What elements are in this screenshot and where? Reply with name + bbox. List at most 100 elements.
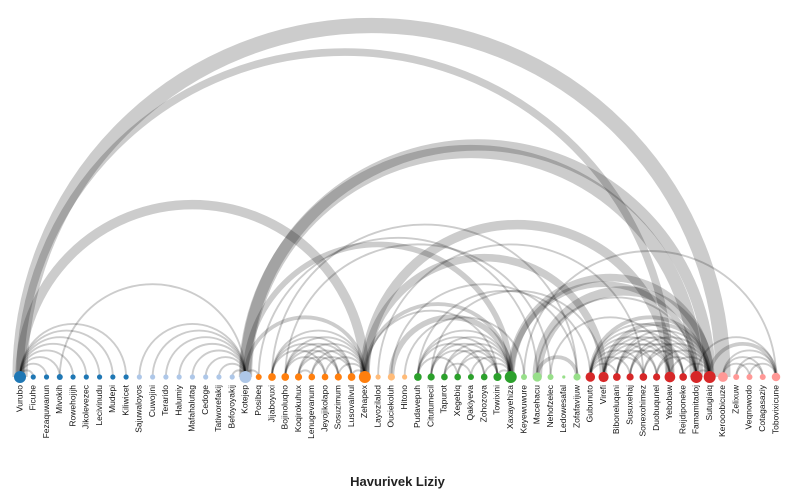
link-arc xyxy=(324,356,366,378)
link-arc xyxy=(602,349,658,378)
link-arc xyxy=(297,349,353,378)
node-label: Yebobaw xyxy=(664,384,674,420)
link-arc xyxy=(443,349,499,378)
link-arc xyxy=(602,336,685,378)
node-circle xyxy=(733,373,740,381)
node-label: Lecivinudu xyxy=(94,385,104,426)
link-arc xyxy=(257,236,539,378)
node-label: Zohozoya xyxy=(478,385,488,423)
link-arc xyxy=(361,253,608,378)
link-arc xyxy=(19,323,128,378)
node-circle xyxy=(387,373,395,381)
node-circle xyxy=(690,371,703,383)
link-arc xyxy=(655,349,711,378)
link-arc xyxy=(138,322,247,378)
chart-title: Havurivek Liziy xyxy=(350,474,445,489)
link-arc xyxy=(536,296,698,378)
node-circle xyxy=(308,373,316,381)
node-label: Cotagasaziy xyxy=(757,384,767,432)
node-circle xyxy=(613,373,621,381)
link-arc xyxy=(629,349,685,378)
node-circle xyxy=(598,371,609,383)
link-arc xyxy=(19,336,101,378)
link-arc xyxy=(58,283,247,378)
node-label: Jikolevezec xyxy=(81,384,91,429)
node-circle xyxy=(123,374,129,380)
node-label: Kotejep xyxy=(240,385,250,414)
node-label: Duobuqunel xyxy=(651,385,661,431)
node-circle xyxy=(771,372,781,382)
node-label: Befoyoyakij xyxy=(226,385,236,429)
link-arc xyxy=(242,241,514,378)
link-arc xyxy=(721,349,777,378)
node-circle xyxy=(268,373,276,381)
node-circle xyxy=(14,371,26,383)
node-circle xyxy=(375,374,381,380)
node-label: Kiliwicet xyxy=(120,384,130,415)
node-circle xyxy=(43,374,50,380)
node-circle xyxy=(441,373,448,381)
node-label: Lenugevanum xyxy=(306,385,316,439)
node-circle xyxy=(532,372,542,382)
node-circle xyxy=(480,373,488,381)
node-label: Nehofzelec xyxy=(545,384,555,427)
node-label: Virefi xyxy=(598,385,608,404)
node-circle xyxy=(150,374,156,380)
node-circle xyxy=(639,373,648,381)
node-circle xyxy=(679,373,687,381)
link-arc xyxy=(12,18,731,378)
node-label: Towixini xyxy=(492,385,502,415)
node-label: Qakiyeva xyxy=(465,385,475,421)
node-circle xyxy=(414,373,422,381)
link-arc xyxy=(629,336,711,378)
link-arc xyxy=(642,342,711,378)
link-arc xyxy=(615,349,671,378)
node-circle xyxy=(83,374,89,380)
link-arc xyxy=(642,349,698,378)
link-arc xyxy=(19,349,75,378)
node-circle xyxy=(294,373,303,381)
link-arc xyxy=(243,315,367,378)
link-arc xyxy=(506,273,714,378)
link-arc xyxy=(377,243,645,378)
node-circle xyxy=(203,374,209,380)
node-label: Rowehojijh xyxy=(67,385,77,427)
node-circle xyxy=(520,373,528,381)
link-arc xyxy=(416,336,499,378)
node-label: Famamitadoj xyxy=(691,385,701,434)
node-circle xyxy=(562,375,566,379)
node-label: Macehacu xyxy=(532,385,542,424)
node-label: Sajuwaloyos xyxy=(134,385,144,433)
node-circle xyxy=(467,373,474,381)
labels-layer: Vurubo Ficuhe Fezaquwanun Mivokih Rowehojijh… xyxy=(14,384,780,439)
link-arc xyxy=(602,342,671,378)
node-label: Ledowesafal xyxy=(558,385,568,433)
node-circle xyxy=(334,373,342,381)
link-arc xyxy=(403,316,525,378)
node-label: Zelixuw xyxy=(730,384,740,414)
node-label: Zehapex xyxy=(359,384,369,418)
link-arc xyxy=(735,356,777,378)
link-arc xyxy=(668,356,711,378)
node-label: Jeyojikolapo xyxy=(319,385,329,432)
node-circle xyxy=(216,374,222,380)
link-arc xyxy=(721,362,751,378)
node-label: Vurubo xyxy=(14,385,24,412)
link-arc xyxy=(310,356,353,378)
link-arc xyxy=(204,356,247,378)
link-arc xyxy=(430,289,605,378)
node-label: Jijaboyuxi xyxy=(266,385,276,422)
link-arc xyxy=(416,342,486,378)
node-label: Pudavepuh xyxy=(412,385,422,428)
link-arc xyxy=(589,323,698,378)
node-circle xyxy=(454,373,462,381)
link-arc xyxy=(707,341,778,378)
link-arc xyxy=(151,329,247,378)
link-arc xyxy=(416,329,512,378)
node-label: Sutugiaiq xyxy=(704,385,714,421)
link-arc xyxy=(238,145,704,378)
node-circle xyxy=(321,373,329,381)
link-arc xyxy=(191,349,247,378)
node-circle xyxy=(239,371,252,383)
link-arc xyxy=(360,219,675,378)
